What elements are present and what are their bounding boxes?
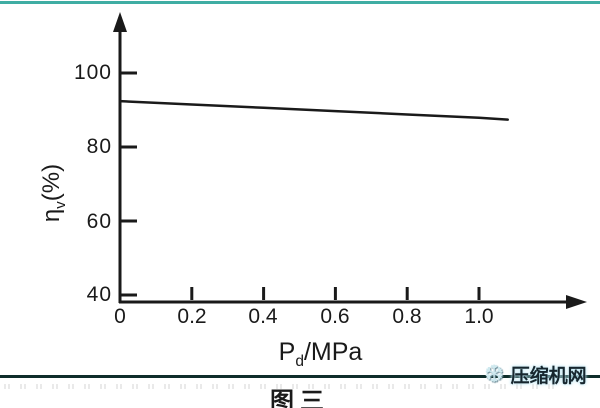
x-axis-label: Pd/MPa [278, 338, 363, 370]
watermark-text: 压缩机网 [510, 366, 587, 387]
figure-caption: 图三 [270, 388, 330, 408]
top-border-rule [0, 1, 600, 4]
y-axis-label: ηv(%) [38, 163, 69, 223]
x-tick-label: 0.2 [177, 305, 207, 328]
bottom-rule [0, 375, 600, 378]
x-tick-label: 0 [114, 305, 126, 328]
dotted-watermark-row [4, 384, 556, 389]
snowflake-icon: ❆ [484, 361, 505, 388]
x-tick-label: 1.0 [464, 305, 494, 328]
y-tick-label: 80 [86, 135, 112, 158]
x-tick-label: 0.6 [320, 305, 350, 328]
y-tick-label: 60 [86, 210, 112, 233]
y-tick-label: 40 [86, 283, 112, 306]
watermark: ❆ 压缩机网 [484, 360, 587, 389]
x-tick-label: 0.8 [392, 305, 422, 328]
y-tick-label: 100 [73, 61, 112, 84]
x-tick-label: 0.4 [248, 305, 278, 328]
efficiency-chart [113, 12, 587, 309]
